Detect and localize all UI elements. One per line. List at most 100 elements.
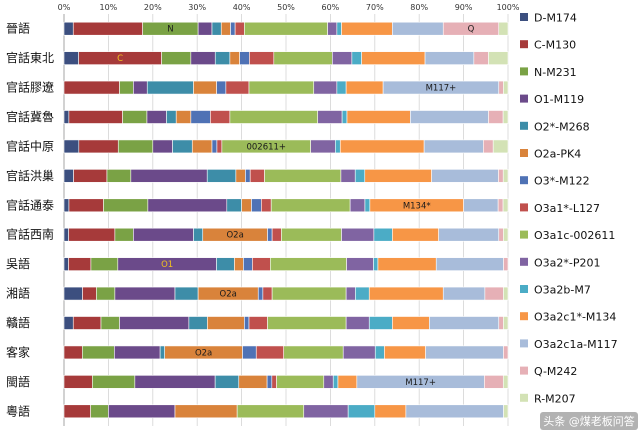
x-axis-ticks: 0% 10% 20% 30% 40% 50% 60% 70% 80% 90% 100% [58,3,520,12]
bar-segment [341,21,393,36]
bar-segment [488,51,509,65]
bar-segment [193,80,217,95]
bar-segment [229,51,240,65]
category-label: 客家 [6,344,30,359]
bar-segment [214,51,231,65]
bar-annotation: O1 [161,260,173,270]
bar-segment [503,316,509,330]
bar-segment [351,51,362,65]
category-labels: 晉語官話東北官話膠遼官話冀魯官話中原官話洪巢官話通泰官話西南吳語湘語贛語客家閩語… [6,21,54,419]
bar-segment [63,286,83,301]
bar-segment [211,21,222,36]
bar-segment [63,110,70,124]
bar-segment [114,345,161,360]
bar-segment [373,257,379,271]
bar-segment [502,169,509,183]
bar-segment [236,404,305,419]
bar-segment [361,51,426,65]
legend-label: O3a2c1a-M117 [534,338,618,351]
bar-segment [63,51,79,65]
legend-swatch [520,366,528,375]
bar-segment [133,227,194,242]
bar-segment [335,139,341,154]
bar-segment [281,227,342,242]
bar-segment [271,286,347,301]
watermark-backdrop [540,412,638,430]
bar-segment [82,345,115,360]
bar-segment [68,257,92,271]
bar-segment [262,286,273,301]
category-label: 官話膠遼 [6,80,54,95]
bar-segment [190,110,211,124]
bar-segment [384,345,426,360]
bar-segment [63,169,74,183]
bar-segment [323,375,334,389]
bar-segment [220,21,231,36]
bar-segment [146,80,194,95]
bar-segment [345,316,370,330]
bar-segment [261,198,272,213]
bar-segment [90,257,119,271]
bar-segment [498,227,504,242]
bar-segment [484,286,504,301]
legend: D-M174 C-M130 N-M231 O1-M119 O2*-M268 O2a-PK4… [520,12,618,405]
bar-segment [226,198,242,213]
bar-segment [484,375,504,389]
bar-segment [90,404,109,419]
legend-label: O1-M119 [534,93,584,106]
bar-segment [159,345,166,360]
bar-segment [72,21,143,36]
bar-segment [117,139,154,154]
legend-label: O3a1*-L127 [534,202,600,215]
bar-annotation: Q [468,25,475,35]
legend-swatch [520,285,528,293]
bar-segment [238,375,268,389]
bar-segment [355,286,370,301]
bar-segment [340,169,356,183]
bar-segment [193,227,204,242]
bar-segment [166,110,177,124]
category-label: 贛語 [6,315,30,330]
bar-segment [463,198,499,213]
bar-segment [345,80,384,95]
bar-segment [503,286,509,301]
bar-annotation: C [117,54,123,64]
bar-segment [313,80,338,95]
bar-segment [346,257,374,271]
bar-segment [225,80,250,95]
bar-segment [502,375,509,389]
bar-segment [73,169,108,183]
bar-segment [207,316,245,330]
x-tick-label: 40% [233,3,251,12]
bar-segment [498,80,504,95]
bar-segment [243,257,253,271]
annotations: N Q C M117+ 002611+ M134* O2a O1 O2a O2a M117+ [117,25,475,388]
legend-label: Q-M242 [534,365,577,378]
x-tick-label: 0% [58,3,71,12]
bar-segment [244,21,328,36]
bar-segment [392,316,430,330]
x-tick-label: 60% [322,3,340,12]
bar-segment [147,198,228,213]
category-label: 閩語 [6,374,30,389]
bar-segment [498,316,504,330]
legend-label: O2*-M268 [534,120,590,133]
bar-segment [235,169,246,183]
bar-segment [368,286,444,301]
bar-segment [332,51,353,65]
bar-segment [267,316,347,330]
bar-segment [503,404,509,419]
bar-segment [206,169,237,183]
bar-segment [63,316,74,330]
bar-segment [249,169,265,183]
bar-segment [161,51,192,65]
bar-segment [341,110,348,124]
bar-segment [114,227,134,242]
bar-annotation: N [167,25,173,35]
bar-segment [503,257,509,271]
legend-label: O3a2*-P201 [534,256,601,269]
legend-swatch [520,257,528,266]
bar-segment [503,227,509,242]
